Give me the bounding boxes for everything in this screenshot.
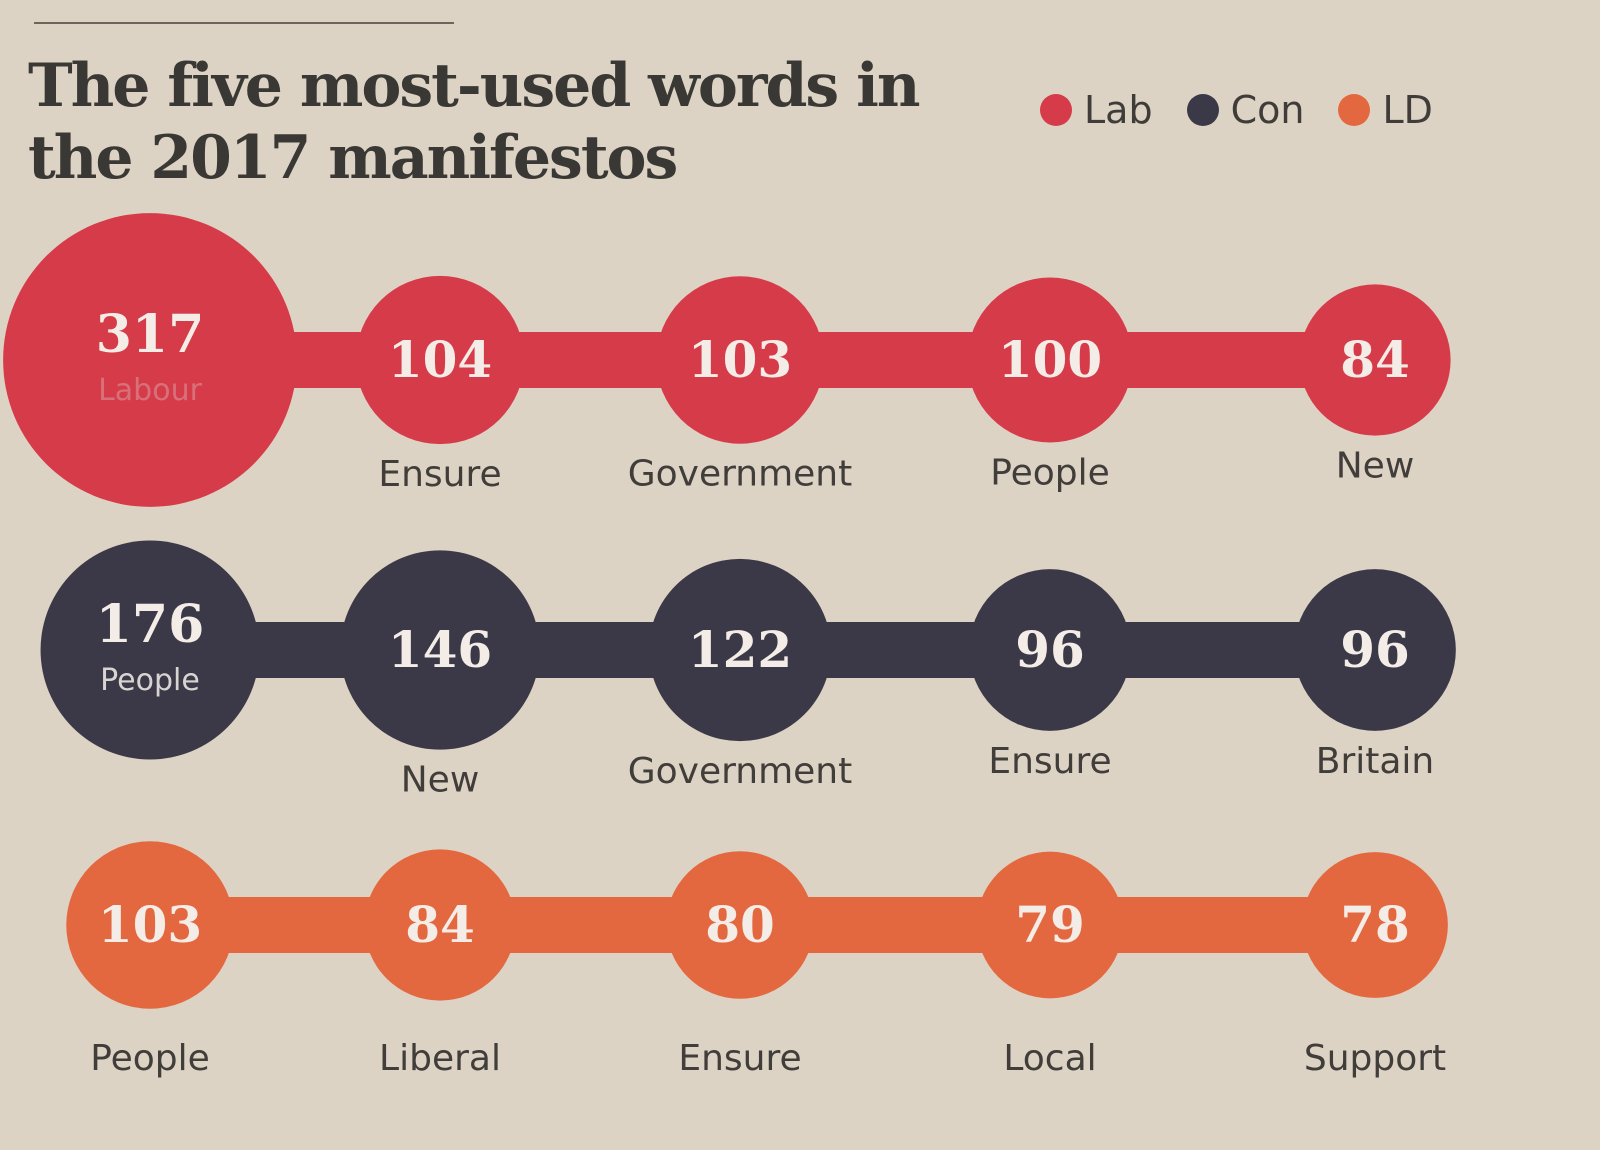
value-label-con-people: 176 [96, 594, 205, 655]
word-label-con-government: Government [628, 751, 853, 792]
bubble-ld-people [66, 841, 234, 1009]
word-label-lab-new: New [1336, 446, 1415, 487]
value-label-lab-new: 84 [1340, 330, 1410, 389]
value-label-ld-local: 79 [1015, 895, 1085, 954]
bubble-ld-liberal [364, 849, 516, 1001]
chart-legend: Lab Con LD [1040, 88, 1467, 132]
legend-swatch-lab [1040, 94, 1072, 126]
value-label-lab-people: 100 [998, 330, 1102, 389]
bubble-lab-new [1299, 284, 1451, 436]
bubble-con-new [340, 550, 540, 750]
value-label-con-new: 146 [388, 620, 492, 679]
top-rule [34, 22, 454, 24]
bubble-con-people [40, 540, 260, 760]
legend-label-con: Con [1230, 88, 1305, 132]
bubble-con-ensure [969, 569, 1131, 731]
legend-item-lab: Lab [1040, 88, 1153, 132]
word-label-ld-support: Support [1304, 1038, 1446, 1079]
word-label-lab-people: People [990, 453, 1110, 494]
value-label-ld-liberal: 84 [405, 895, 475, 954]
value-label-con-government: 122 [688, 620, 792, 679]
word-label-ld-liberal: Liberal [379, 1038, 501, 1079]
bubble-ld-support [1302, 852, 1448, 998]
word-label-con-people: People [100, 663, 200, 698]
word-label-ld-local: Local [1003, 1038, 1096, 1079]
bubble-con-government [648, 558, 832, 742]
word-label-lab-ensure: Ensure [378, 454, 501, 495]
value-label-ld-people: 103 [98, 895, 202, 954]
value-label-con-ensure: 96 [1015, 620, 1085, 679]
value-label-lab-labour: 317 [96, 304, 205, 365]
word-label-lab-government: Government [628, 454, 853, 495]
word-label-lab-labour: Labour [98, 373, 203, 408]
bubble-con-britain [1294, 569, 1456, 731]
series-row-lab: 317 Labour 104 Ensure 103 Government 100 People… [3, 213, 1451, 507]
bubble-lab-ensure [355, 275, 525, 445]
legend-swatch-con [1186, 94, 1219, 126]
value-label-lab-government: 103 [688, 330, 792, 389]
value-label-con-britain: 96 [1340, 620, 1410, 679]
series-row-con: 176 People 146 New 122 Government 96 Ensure 96 Br… [40, 540, 1456, 801]
word-label-con-ensure: Ensure [988, 741, 1111, 782]
value-label-lab-ensure: 104 [388, 330, 492, 389]
legend-swatch-ld [1338, 94, 1371, 126]
legend-item-ld: LD [1338, 88, 1433, 132]
value-label-ld-support: 78 [1340, 895, 1410, 954]
word-label-con-britain: Britain [1316, 741, 1435, 782]
word-label-ld-ensure: Ensure [678, 1038, 801, 1079]
bubble-lab-people [967, 277, 1133, 443]
value-label-ld-ensure: 80 [705, 895, 775, 954]
bubble-lab-government [656, 276, 824, 444]
series-row-ld: 103 People 84 Liberal 80 Ensure 79 Local 78 Suppo… [66, 841, 1448, 1079]
bubble-ld-ensure [666, 851, 814, 999]
word-label-ld-people: People [90, 1038, 210, 1079]
legend-label-ld: LD [1382, 88, 1433, 132]
bubble-lab-labour [3, 213, 297, 507]
legend-item-con: Con [1186, 88, 1305, 132]
chart-title: The five most-used words in the 2017 man… [28, 51, 921, 193]
legend-label-lab: Lab [1084, 88, 1153, 132]
word-label-con-new: New [401, 760, 480, 801]
bubble-ld-local [976, 851, 1124, 999]
